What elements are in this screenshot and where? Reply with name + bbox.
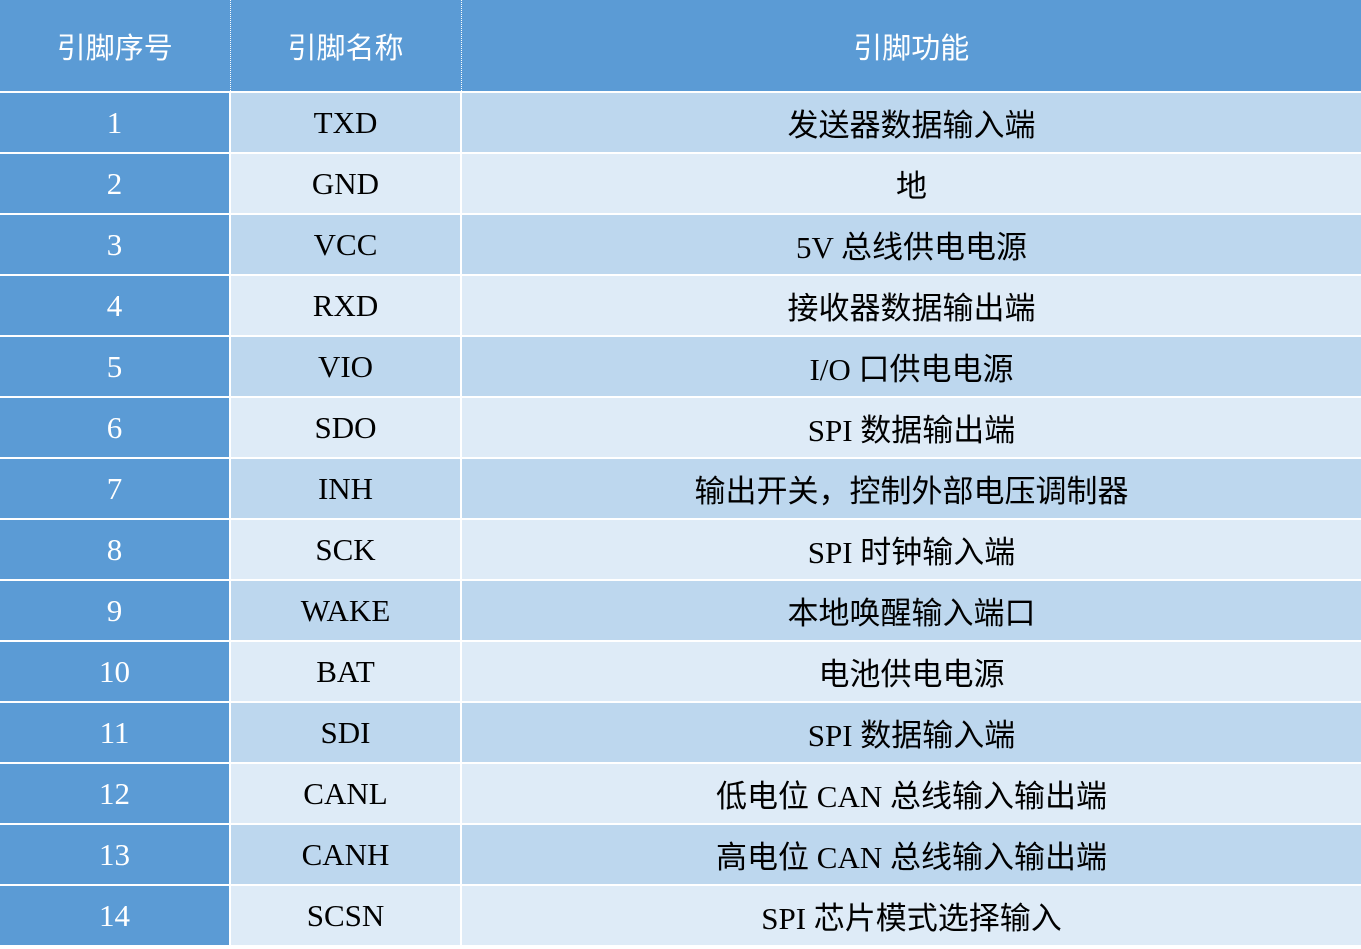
pin-function: SPI 时钟输入端: [460, 518, 1361, 581]
pin-name: INH: [229, 457, 462, 520]
pin-name: VCC: [229, 213, 462, 276]
pin-name: SDI: [229, 701, 462, 764]
pin-number: 3: [0, 213, 231, 276]
pin-function: SPI 数据输入端: [460, 701, 1361, 764]
pin-name: VIO: [229, 335, 462, 398]
pin-number: 1: [0, 91, 231, 154]
pin-number: 4: [0, 274, 231, 337]
pin-function: 本地唤醒输入端口: [460, 579, 1361, 642]
pin-number: 9: [0, 579, 231, 642]
table-row: 9 WAKE 本地唤醒输入端口: [0, 579, 1361, 642]
pin-number: 5: [0, 335, 231, 398]
pin-name: CANL: [229, 762, 462, 825]
table-row: 8 SCK SPI 时钟输入端: [0, 518, 1361, 581]
pin-function: I/O 口供电电源: [460, 335, 1361, 398]
table-row: 4 RXD 接收器数据输出端: [0, 274, 1361, 337]
pin-number: 10: [0, 640, 231, 703]
pin-number: 13: [0, 823, 231, 886]
table-row: 7 INH 输出开关，控制外部电压调制器: [0, 457, 1361, 520]
pin-function: SPI 芯片模式选择输入: [460, 884, 1361, 947]
table-row: 13 CANH 高电位 CAN 总线输入输出端: [0, 823, 1361, 886]
pin-name: BAT: [229, 640, 462, 703]
header-pin-number: 引脚序号: [0, 0, 231, 93]
header-pin-function: 引脚功能: [461, 0, 1361, 93]
pin-function: 5V 总线供电电源: [460, 213, 1361, 276]
pin-function: 低电位 CAN 总线输入输出端: [460, 762, 1361, 825]
pin-function: 发送器数据输入端: [460, 91, 1361, 154]
pin-number: 8: [0, 518, 231, 581]
pin-number: 6: [0, 396, 231, 459]
header-pin-name: 引脚名称: [230, 0, 462, 93]
pin-number: 7: [0, 457, 231, 520]
pin-name: SDO: [229, 396, 462, 459]
header-row: 引脚序号 引脚名称 引脚功能: [0, 0, 1361, 93]
table-row: 5 VIO I/O 口供电电源: [0, 335, 1361, 398]
pin-name: WAKE: [229, 579, 462, 642]
table-row: 1 TXD 发送器数据输入端: [0, 91, 1361, 154]
pin-function: 输出开关，控制外部电压调制器: [460, 457, 1361, 520]
pin-name: SCSN: [229, 884, 462, 947]
table-row: 6 SDO SPI 数据输出端: [0, 396, 1361, 459]
pin-number: 11: [0, 701, 231, 764]
pin-name: TXD: [229, 91, 462, 154]
pin-name: CANH: [229, 823, 462, 886]
table-row: 11 SDI SPI 数据输入端: [0, 701, 1361, 764]
pin-function: 地: [460, 152, 1361, 215]
pin-function: 接收器数据输出端: [460, 274, 1361, 337]
pin-name: GND: [229, 152, 462, 215]
table-row: 14 SCSN SPI 芯片模式选择输入: [0, 884, 1361, 947]
pin-number: 12: [0, 762, 231, 825]
table-row: 3 VCC 5V 总线供电电源: [0, 213, 1361, 276]
pin-number: 14: [0, 884, 231, 947]
table-row: 12 CANL 低电位 CAN 总线输入输出端: [0, 762, 1361, 825]
pin-function: SPI 数据输出端: [460, 396, 1361, 459]
table-row: 10 BAT 电池供电电源: [0, 640, 1361, 703]
pin-function: 电池供电电源: [460, 640, 1361, 703]
pin-number: 2: [0, 152, 231, 215]
table-row: 2 GND 地: [0, 152, 1361, 215]
pin-name: RXD: [229, 274, 462, 337]
pin-name: SCK: [229, 518, 462, 581]
pin-function: 高电位 CAN 总线输入输出端: [460, 823, 1361, 886]
